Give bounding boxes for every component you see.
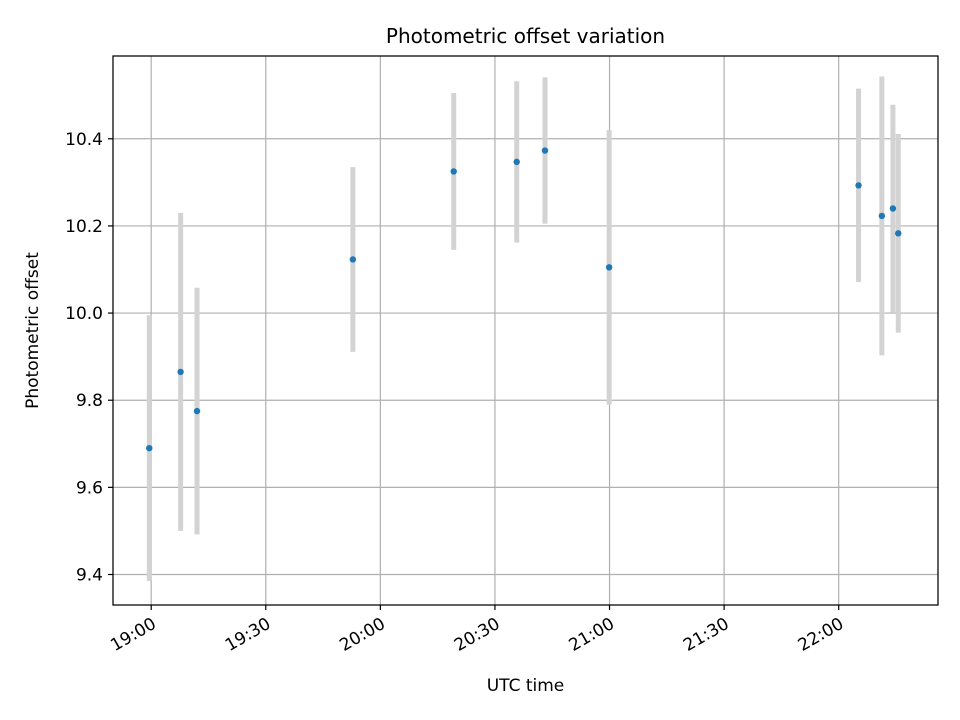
chart-title: Photometric offset variation: [386, 24, 665, 48]
y-axis-label: Photometric offset: [23, 252, 43, 409]
x-tick-label: 22:00: [795, 614, 847, 656]
y-tick-label: 9.4: [76, 566, 103, 586]
data-point: [146, 444, 153, 452]
y-tick-label: 10.2: [65, 217, 103, 237]
data-point: [450, 168, 457, 175]
x-tick-label: 19:00: [107, 614, 159, 656]
y-tick-label: 9.6: [76, 478, 103, 498]
plot-area-frame: [112, 55, 939, 606]
grid-lines: [113, 56, 938, 605]
data-points: [146, 147, 902, 452]
x-tick-label: 19:30: [222, 614, 274, 656]
x-tick-label: 21:30: [680, 614, 732, 656]
data-point: [513, 158, 520, 166]
data-point: [541, 147, 549, 154]
data-point: [605, 264, 613, 271]
data-point: [878, 212, 886, 220]
data-point: [193, 407, 201, 415]
data-point: [895, 230, 902, 237]
x-tick-label: 20:30: [451, 614, 503, 656]
data-point: [177, 368, 184, 376]
y-tick-label: 10.4: [65, 130, 103, 150]
x-axis-label: UTC time: [487, 676, 565, 696]
x-tick-label: 20:00: [336, 614, 388, 656]
error-bars: [146, 76, 901, 582]
data-point: [855, 182, 862, 189]
data-point: [889, 205, 897, 212]
x-tick-label: 21:00: [566, 614, 618, 656]
data-point: [349, 256, 357, 263]
y-tick-label: 10.0: [65, 304, 103, 324]
y-tick-label: 9.8: [76, 391, 103, 411]
